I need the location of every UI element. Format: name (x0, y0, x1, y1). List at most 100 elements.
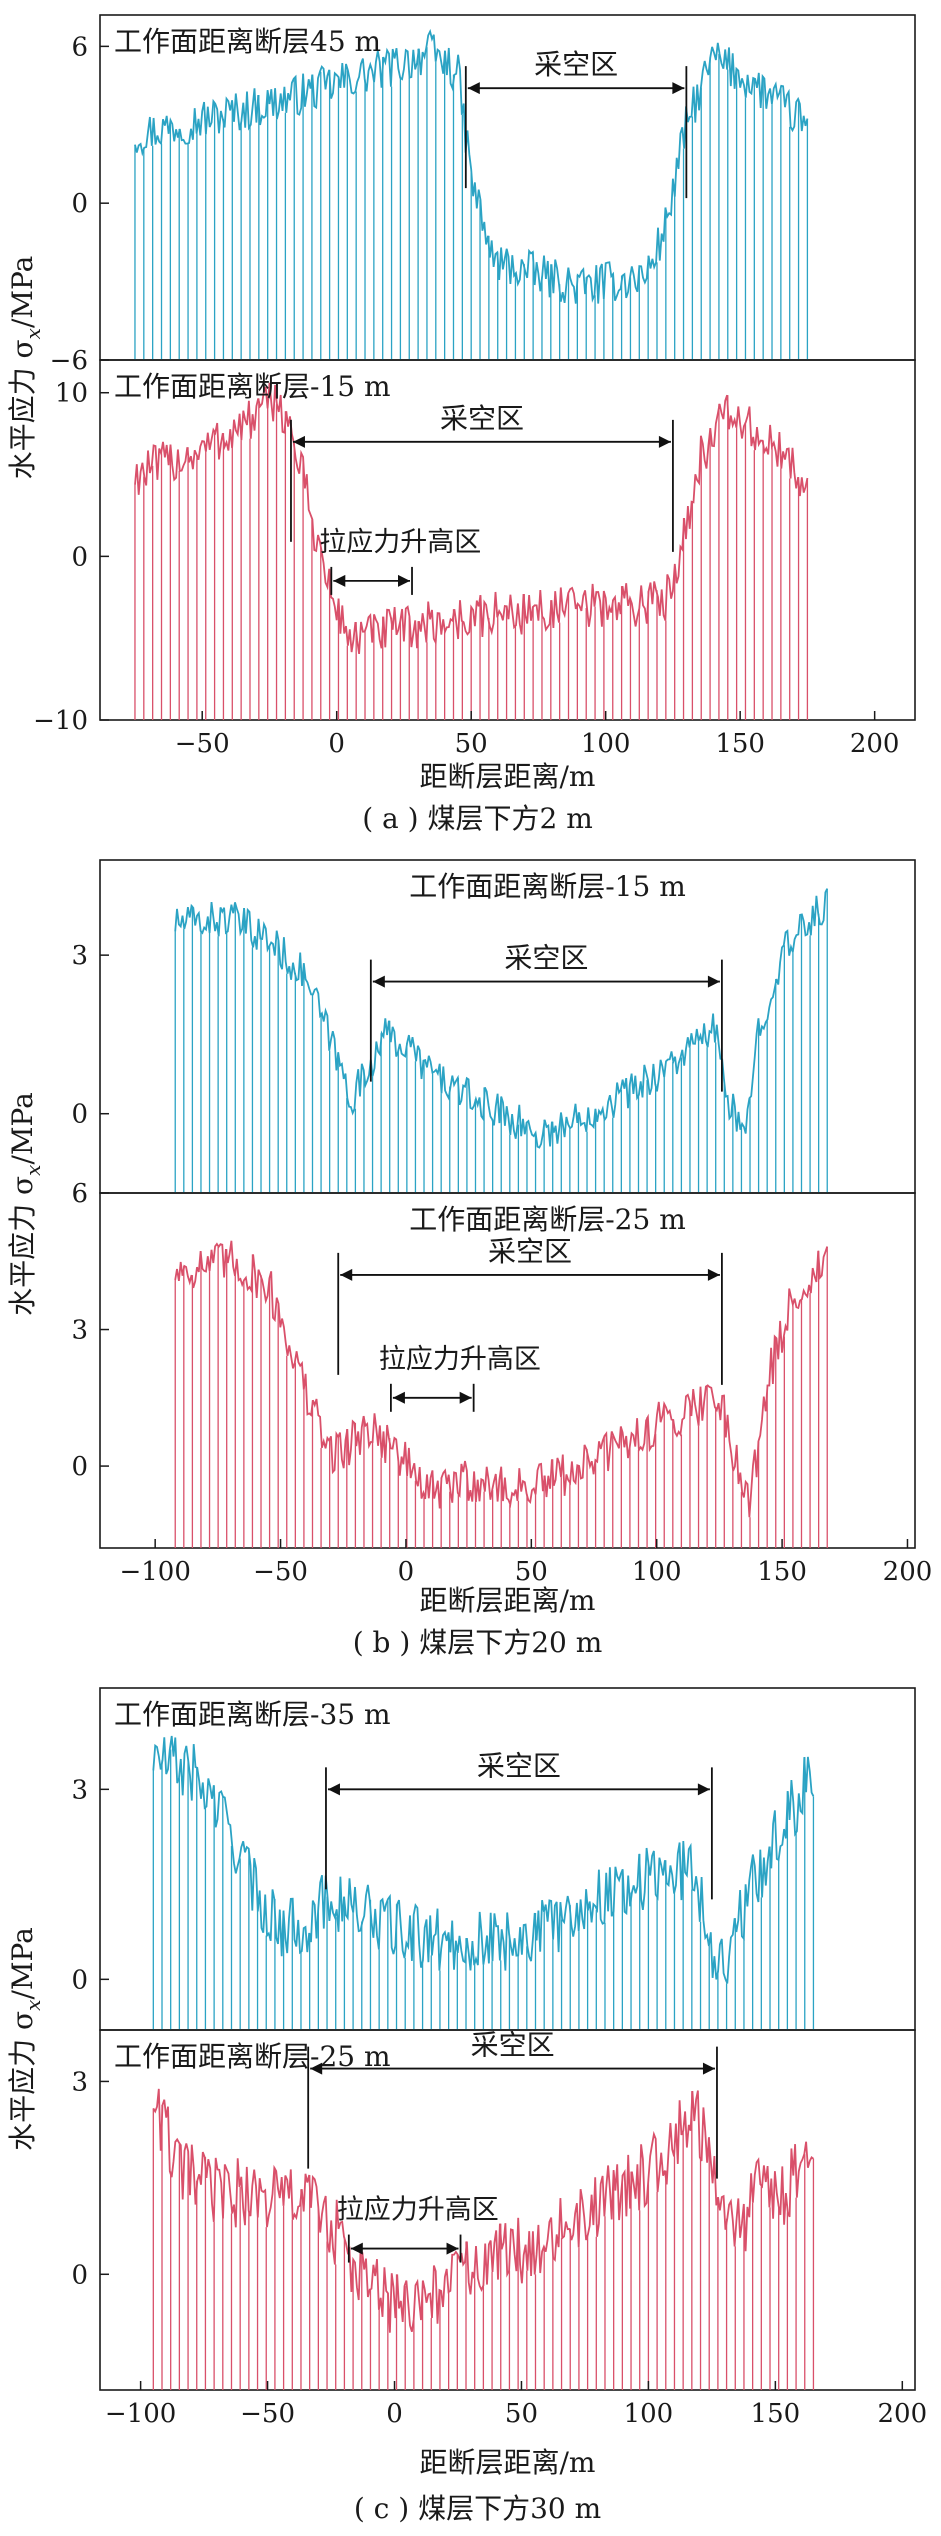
arrow-head-icon (327, 1783, 340, 1796)
y-axis-label-main: 水平应力 σ (6, 339, 39, 479)
goaf-label: 采空区 (440, 402, 524, 435)
series-line (134, 28, 809, 304)
y-axis-label-unit: /MPa (6, 1092, 39, 1164)
goaf-label: 采空区 (534, 48, 618, 81)
y-axis-label-main: 水平应力 σ (6, 1176, 39, 1316)
x-tick-label: 50 (515, 1557, 548, 1587)
x-tick-label: 200 (883, 1557, 933, 1587)
goaf-annotation: 采空区 (337, 1235, 723, 1385)
y-axis-label-unit: /MPa (6, 256, 39, 328)
series-fill-lines (152, 2091, 815, 2390)
y-tick-label: 6 (71, 1179, 88, 1209)
x-tick-label: 200 (877, 2399, 927, 2429)
arrow-head-icon (697, 1783, 710, 1796)
chart-a: −6 0 6 工作面距离断层45 m 采空区 −10 0 10 工作面距离断层-15 m 采空区拉… (6, 14, 916, 835)
y-axis-label: 水平应力 σx/MPa (6, 256, 45, 480)
arrow-head-icon (446, 2242, 459, 2255)
panel-frame (99, 359, 916, 721)
tension-label: 拉应力升高区 (379, 1344, 541, 1375)
y-axis-label-sub: x (21, 328, 45, 339)
series-fill-lines (134, 47, 809, 360)
y-tick-label: 3 (71, 1775, 88, 1805)
arrow-head-icon (398, 574, 411, 587)
panel-frame (99, 14, 916, 361)
arrow-head-icon (372, 975, 385, 988)
x-tick-label: −50 (253, 1557, 308, 1587)
goaf-label: 采空区 (504, 942, 588, 975)
panel-title: 工作面距离断层-35 m (114, 1698, 391, 1731)
x-axis-label: 距断层距离/m (420, 2446, 596, 2479)
x-tick-label: 200 (850, 729, 900, 759)
series-fill-lines (134, 395, 809, 720)
goaf-annotation: 采空区 (464, 48, 688, 199)
x-axis-label: 距断层距离/m (420, 760, 596, 793)
series-line (134, 382, 809, 655)
goaf-annotation: 采空区 (290, 402, 674, 552)
panel-c-1: 0 3 工作面距离断层-35 m 采空区 (71, 1687, 916, 2031)
arrow-head-icon (459, 1391, 472, 1404)
x-tick-label: 0 (398, 1557, 415, 1587)
y-tick-label: −10 (33, 706, 88, 736)
arrow-head-icon (658, 435, 671, 448)
arrow-head-icon (392, 1391, 405, 1404)
y-tick-label: 0 (71, 189, 88, 219)
y-tick-label: 3 (71, 941, 88, 971)
y-axis-label-sub: x (21, 1165, 45, 1176)
y-tick-label: 0 (71, 1965, 88, 1995)
x-tick-label: −100 (105, 2399, 176, 2429)
x-axis-label: 距断层距离/m (420, 1584, 596, 1617)
panel-title: 工作面距离断层-15 m (409, 870, 686, 903)
arrow-head-icon (702, 2062, 715, 2075)
x-tick-label: 150 (751, 2399, 801, 2429)
y-tick-label: 3 (71, 2067, 88, 2097)
y-tick-label: −6 (50, 346, 88, 376)
tension-label: 拉应力升高区 (319, 527, 481, 558)
goaf-label: 采空区 (488, 1235, 572, 1268)
panel-title: 工作面距离断层-25 m (409, 1203, 686, 1236)
y-tick-label: 0 (71, 1452, 88, 1482)
series-fill-lines (152, 1749, 815, 2030)
panel-title: 工作面距离断层45 m (114, 25, 381, 58)
goaf-annotation: 采空区 (369, 942, 723, 1092)
y-tick-label: 10 (55, 379, 88, 409)
x-tick-label: 0 (328, 729, 345, 759)
arrow-head-icon (310, 2062, 323, 2075)
series-line (174, 888, 829, 1149)
goaf-label: 采空区 (477, 1749, 561, 1782)
series-line (152, 2088, 814, 2333)
tension-zone-annotation: 拉应力升高区 (379, 1344, 541, 1412)
x-tick-label: −100 (119, 1557, 190, 1587)
x-tick-label: 0 (386, 2399, 403, 2429)
arrow-head-icon (333, 574, 346, 587)
panel-title: 工作面距离断层-25 m (114, 2040, 391, 2073)
y-tick-label: 0 (71, 542, 88, 572)
y-tick-label: 3 (71, 1316, 88, 1346)
x-tick-label: 100 (581, 729, 631, 759)
goaf-annotation: 采空区 (307, 2029, 718, 2179)
x-tick-label: −50 (240, 2399, 295, 2429)
goaf-annotation: 采空区 (325, 1749, 713, 1900)
panel-a-1: −6 0 6 工作面距离断层45 m 采空区 (50, 14, 916, 376)
series-fill-lines (174, 888, 828, 1193)
arrow-head-icon (707, 975, 720, 988)
panel-title: 工作面距离断层-15 m (114, 370, 391, 403)
x-tick-label: 150 (715, 729, 765, 759)
tension-zone-annotation: 拉应力升高区 (337, 2195, 499, 2263)
y-axis-label: 水平应力 σx/MPa (6, 1092, 45, 1316)
x-tick-label: 100 (632, 1557, 682, 1587)
x-tick-label: 50 (505, 2399, 538, 2429)
series-line (174, 1240, 829, 1518)
panel-frame (99, 2029, 916, 2391)
arrow-head-icon (467, 82, 480, 95)
tension-zone-annotation: 拉应力升高区 (319, 527, 481, 595)
chart-c: 0 3 工作面距离断层-35 m 采空区 0 3 工作面距离断层-25 m 采空区拉应力升高区… (6, 1687, 927, 2525)
y-tick-label: 6 (71, 32, 88, 62)
arrow-head-icon (707, 1268, 720, 1281)
chart-caption: ( c ) 煤层下方30 m (354, 2492, 601, 2525)
chart-caption: ( b ) 煤层下方20 m (353, 1626, 603, 1659)
y-axis-label-main: 水平应力 σ (6, 2011, 39, 2151)
x-tick-label: 100 (624, 2399, 674, 2429)
